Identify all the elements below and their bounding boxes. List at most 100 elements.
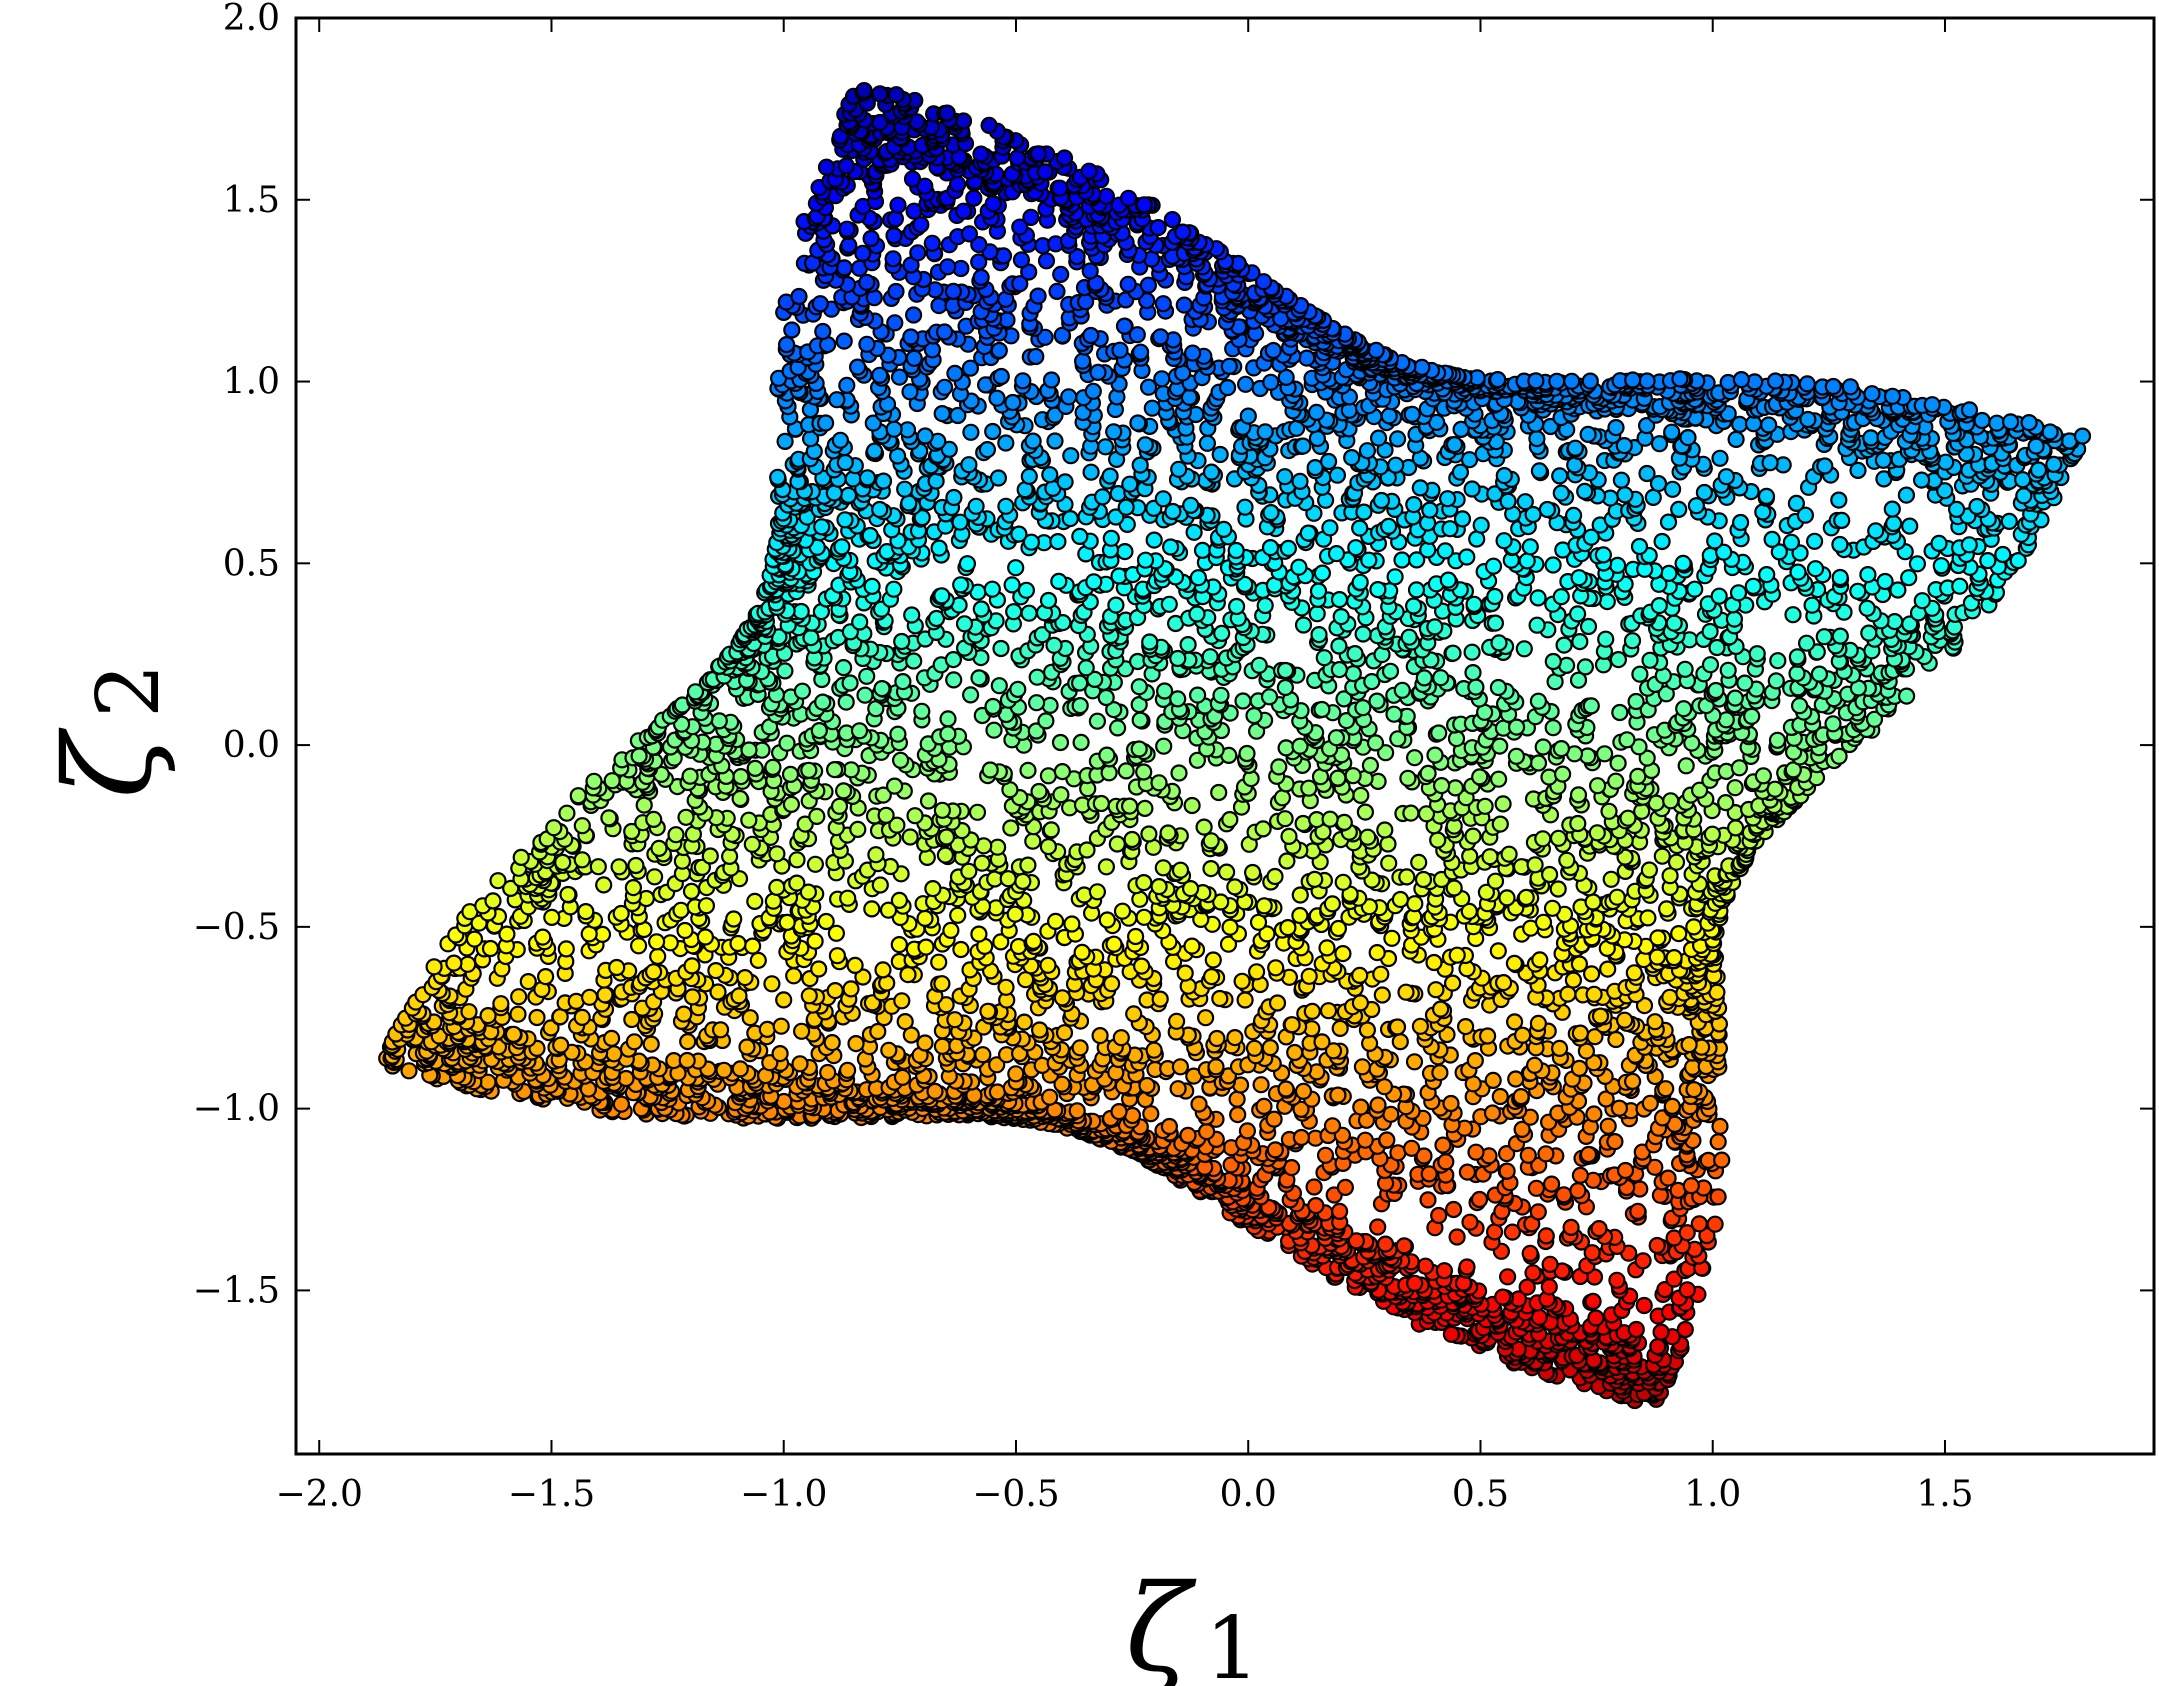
scatter-point xyxy=(460,1003,478,1021)
scatter-point xyxy=(1130,740,1148,758)
scatter-point xyxy=(1717,793,1735,812)
scatter-point xyxy=(1369,1096,1387,1114)
scatter-point xyxy=(1677,757,1695,775)
scatter-point xyxy=(1254,820,1272,838)
scatter-point xyxy=(1430,1206,1448,1225)
scatter-point xyxy=(877,806,895,824)
scatter-point xyxy=(1250,656,1268,674)
scatter-point xyxy=(1368,943,1386,962)
scatter-point xyxy=(1648,1236,1666,1255)
scatter-point xyxy=(810,960,828,978)
scatter-point xyxy=(1108,719,1127,737)
scatter-point xyxy=(893,992,911,1010)
scatter-point xyxy=(1334,873,1352,891)
scatter-point xyxy=(880,1041,898,1059)
scatter-point xyxy=(781,765,800,784)
scatter-point xyxy=(1072,733,1090,752)
scatter-point xyxy=(1188,686,1207,704)
scatter-point xyxy=(985,721,1003,739)
scatter-point xyxy=(715,1061,733,1079)
scatter-point xyxy=(1041,696,1059,715)
scatter-point xyxy=(937,828,956,846)
scatter-point xyxy=(1650,596,1668,615)
scatter-point xyxy=(933,587,951,605)
scatter-point xyxy=(936,846,955,864)
scatter-point xyxy=(1278,852,1296,870)
scatter-point xyxy=(1521,1244,1539,1263)
scatter-point xyxy=(1400,628,1418,646)
scatter-point xyxy=(1685,918,1703,936)
scatter-point xyxy=(1266,1141,1284,1159)
scatter-point xyxy=(645,810,663,829)
scatter-point xyxy=(1315,649,1333,667)
scatter-point xyxy=(1569,1182,1587,1200)
scatter-point xyxy=(1788,664,1806,683)
scatter-point xyxy=(1489,678,1508,697)
scatter-point xyxy=(512,848,530,867)
scatter-point xyxy=(903,606,921,624)
scatter-point xyxy=(858,667,876,685)
scatter-point xyxy=(1330,590,1349,609)
scatter-point xyxy=(1608,1271,1626,1289)
scatter-point xyxy=(772,1017,790,1035)
scatter-point xyxy=(1410,853,1428,872)
scatter-point xyxy=(492,995,510,1013)
scatter-point xyxy=(1195,818,1213,836)
scatter-point xyxy=(1579,617,1598,636)
scatter-point xyxy=(839,889,857,907)
scatter-point xyxy=(791,1055,809,1073)
scatter-point xyxy=(1376,821,1394,839)
scatter-point xyxy=(1463,643,1481,661)
scatter-point xyxy=(1631,665,1649,683)
scatter-point xyxy=(1431,1063,1449,1082)
scatter-point xyxy=(1540,865,1559,884)
scatter-point xyxy=(602,1029,621,1048)
scatter-point xyxy=(1494,1288,1512,1306)
scatter-point xyxy=(1597,630,1615,648)
scatter-point xyxy=(1430,724,1448,742)
scatter-point xyxy=(1595,745,1614,763)
scatter-point xyxy=(1420,1165,1438,1183)
scatter-point xyxy=(1500,845,1518,863)
scatter-point xyxy=(1534,738,1552,756)
scatter-point xyxy=(1571,1024,1590,1042)
scatter-point xyxy=(1448,1228,1466,1246)
scatter-point xyxy=(1091,1026,1109,1045)
scatter-point xyxy=(1537,1227,1555,1245)
scatter-point xyxy=(984,697,1002,716)
scatter-point xyxy=(1102,975,1121,993)
scatter-point xyxy=(1150,774,1168,792)
scatter-point xyxy=(1670,924,1688,943)
scatter-point xyxy=(1286,1043,1304,1062)
scatter-point xyxy=(955,615,974,633)
scatter-point xyxy=(1448,946,1466,964)
scatter-point xyxy=(595,876,613,894)
scatter-point xyxy=(1110,1102,1128,1121)
scatter-point xyxy=(856,686,874,704)
scatter-point xyxy=(1155,737,1173,755)
scatter-point xyxy=(1797,634,1816,652)
scatter-point xyxy=(1611,703,1629,722)
scatter-point xyxy=(1665,948,1683,967)
scatter-point xyxy=(1073,943,1091,962)
scatter-point xyxy=(972,600,990,618)
scatter-point xyxy=(1598,592,1616,611)
scatter-point xyxy=(1005,603,1023,621)
scatter-point xyxy=(1140,825,1158,843)
scatter-point xyxy=(1602,870,1620,888)
scatter-point xyxy=(1202,967,1221,986)
scatter-point xyxy=(1014,872,1032,891)
scatter-point xyxy=(1236,991,1254,1009)
scatter-point xyxy=(842,980,860,998)
scatter-point xyxy=(894,672,912,691)
scatter-point xyxy=(1351,573,1369,591)
scatter-point xyxy=(1456,1017,1475,1036)
scatter-point xyxy=(1388,1018,1407,1036)
scatter-point xyxy=(1609,650,1628,669)
scatter-point xyxy=(1113,902,1132,920)
scatter-point xyxy=(1039,837,1058,856)
scatter-point xyxy=(1710,587,1728,605)
scatter-point xyxy=(725,910,743,928)
scatter-point xyxy=(939,725,957,743)
